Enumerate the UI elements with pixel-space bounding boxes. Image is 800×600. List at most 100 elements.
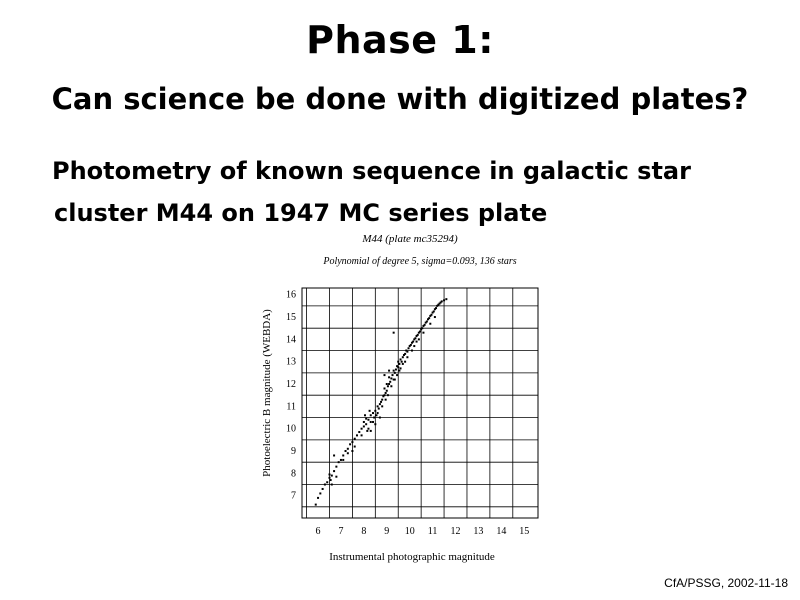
data-point: [413, 338, 416, 341]
data-point: [401, 356, 404, 359]
data-point: [369, 420, 372, 423]
data-point: [405, 349, 408, 352]
data-point: [429, 314, 432, 317]
data-point: [378, 403, 381, 406]
data-point: [366, 429, 369, 432]
data-point: [385, 389, 388, 392]
y-tick-label: 7: [291, 491, 296, 502]
data-point: [414, 337, 417, 340]
footer-credit: CfA/PSSG, 2002-11-18: [664, 576, 788, 590]
data-point: [410, 349, 413, 352]
data-point: [390, 385, 393, 388]
data-point: [389, 380, 392, 383]
data-point: [374, 409, 377, 412]
body-line-2: cluster M44 on 1947 MC series plate: [54, 199, 548, 227]
data-point: [430, 313, 433, 316]
data-point: [333, 454, 336, 457]
data-point: [388, 369, 391, 372]
y-tick-label: 14: [286, 334, 296, 345]
y-tick-label: 15: [286, 312, 296, 323]
data-point: [420, 328, 423, 331]
data-point: [427, 318, 430, 321]
data-point: [335, 465, 338, 468]
data-point: [394, 368, 397, 371]
data-point: [321, 487, 324, 490]
data-point: [372, 420, 375, 423]
data-point: [404, 360, 407, 363]
data-point: [362, 420, 365, 423]
data-point: [417, 331, 420, 334]
data-point: [346, 447, 349, 450]
data-point: [396, 365, 399, 368]
data-point: [381, 398, 384, 401]
data-point: [339, 458, 342, 461]
data-point: [421, 327, 424, 330]
data-point: [415, 340, 418, 343]
data-point: [355, 434, 358, 437]
x-tick-label: 12: [451, 526, 461, 537]
data-point: [399, 367, 402, 370]
data-point: [406, 356, 409, 359]
data-point: [342, 454, 345, 457]
data-point: [360, 434, 363, 437]
chart-y-axis-label: Photoelectric B magnitude (WEBDA): [261, 309, 273, 477]
data-point: [349, 443, 352, 446]
data-point: [398, 362, 401, 365]
data-point: [358, 431, 361, 434]
data-point: [396, 374, 399, 377]
data-point: [425, 320, 428, 323]
plot-frame: [301, 287, 539, 519]
data-point: [372, 412, 375, 415]
chart-title: M44 (plate mc35294): [361, 233, 458, 245]
data-point: [392, 378, 395, 381]
data-point: [443, 299, 446, 302]
y-tick-label: 8: [291, 468, 296, 479]
data-point: [351, 450, 354, 453]
data-point: [431, 311, 434, 314]
slide-title: Phase 1:: [306, 18, 494, 62]
data-point: [440, 300, 443, 303]
y-tick-label: 11: [286, 401, 296, 412]
data-point: [369, 429, 372, 432]
data-point: [373, 416, 376, 419]
data-point: [422, 324, 425, 327]
data-point: [385, 383, 388, 386]
data-point: [407, 347, 410, 350]
data-point: [344, 450, 347, 453]
data-point: [376, 412, 379, 415]
x-tick-label: 8: [361, 526, 366, 537]
data-point: [408, 345, 411, 348]
x-tick-label: 11: [428, 526, 438, 537]
data-point: [367, 427, 370, 430]
data-point: [413, 345, 416, 348]
data-point: [383, 374, 386, 377]
data-point: [314, 503, 317, 506]
data-point: [397, 360, 400, 363]
data-point: [353, 437, 356, 440]
data-point: [429, 322, 432, 325]
data-point: [432, 310, 435, 313]
data-point: [380, 400, 383, 403]
data-point: [386, 394, 389, 397]
data-point: [328, 476, 331, 479]
data-point: [382, 395, 385, 398]
data-point: [409, 343, 412, 346]
slide-subtitle: Can science be done with digitized plate…: [51, 82, 749, 116]
data-point: [326, 481, 329, 484]
x-tick-label: 14: [496, 526, 506, 537]
x-tick-label: 7: [338, 526, 343, 537]
data-point: [329, 479, 332, 482]
data-point: [377, 407, 380, 410]
data-point: [388, 376, 391, 379]
x-tick-label: 15: [519, 526, 529, 537]
data-point: [419, 330, 421, 333]
data-point: [323, 483, 326, 486]
data-point: [369, 414, 372, 417]
data-point: [342, 458, 345, 461]
y-tick-label: 12: [286, 379, 296, 390]
data-point: [330, 474, 333, 477]
data-point: [374, 423, 377, 426]
data-point: [383, 394, 386, 397]
slide-body-text: Photometry of known sequence in galactic…: [52, 150, 752, 234]
data-point: [417, 338, 420, 341]
